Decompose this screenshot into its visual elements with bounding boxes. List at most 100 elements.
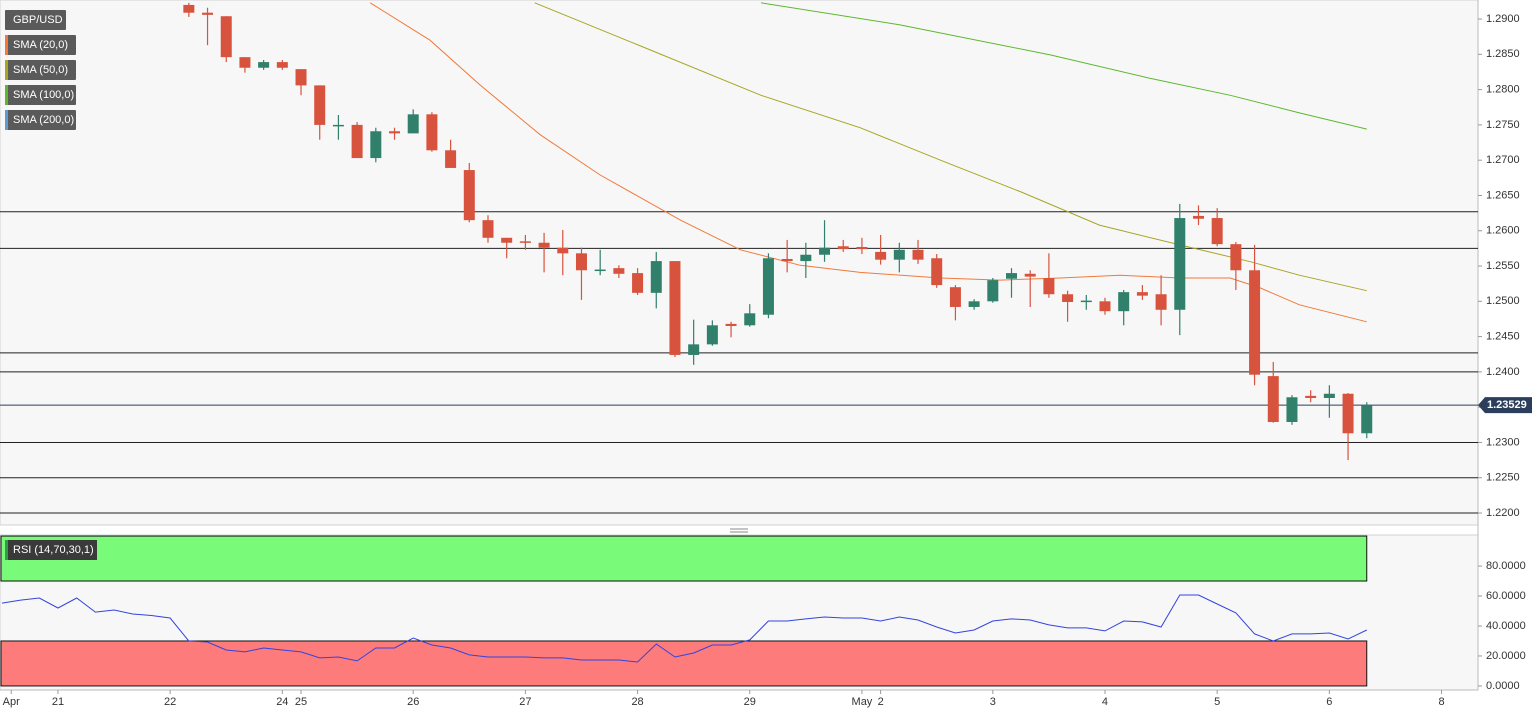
candle-body <box>856 246 868 250</box>
candle-body <box>202 12 214 15</box>
sma-line <box>534 2 1367 292</box>
candle-body <box>1080 300 1092 303</box>
x-tick-label: May <box>852 696 873 708</box>
candle-body <box>314 85 326 125</box>
y-tick-label: 1.2500 <box>1486 295 1520 307</box>
candle-body <box>370 131 382 159</box>
candle-body <box>1361 405 1373 434</box>
candle-body <box>800 254 812 262</box>
sma-line <box>760 2 1367 130</box>
legend-box <box>5 35 76 55</box>
candle-body <box>519 241 531 243</box>
legend-swatch <box>5 60 8 80</box>
candle-body <box>688 344 700 355</box>
candle-body <box>220 16 232 58</box>
candle-body <box>538 242 550 248</box>
candle-body <box>351 124 363 159</box>
legend-swatch <box>5 35 8 55</box>
plot <box>0 2 1478 514</box>
candle-body <box>445 150 457 168</box>
y-tick-label: 1.2450 <box>1486 330 1520 342</box>
candle-body <box>482 220 494 238</box>
candle-body <box>1024 273 1036 277</box>
candle-body <box>893 249 905 260</box>
legend-box <box>5 60 76 80</box>
y-tick-label: 1.2400 <box>1486 366 1520 378</box>
last-price-tag <box>1478 397 1532 414</box>
legend-box <box>5 540 97 560</box>
legend-label: SMA (50,0) <box>13 64 68 76</box>
candle-body <box>725 323 737 327</box>
candle-body <box>1249 270 1261 375</box>
candle-body <box>276 62 288 68</box>
candle-body <box>1043 278 1055 295</box>
candle-body <box>1174 218 1186 310</box>
candle-body <box>575 253 587 271</box>
legend-label: SMA (100,0) <box>13 89 74 101</box>
candle-body <box>781 258 793 262</box>
candle-body <box>1230 244 1242 271</box>
legend-label: SMA (20,0) <box>13 39 68 51</box>
x-tick-label: 28 <box>631 696 643 708</box>
candle-body <box>426 114 438 151</box>
candle-body <box>931 258 943 286</box>
legend-label: GBP/USD <box>13 14 63 26</box>
y-tick-label: 1.2550 <box>1486 260 1520 272</box>
candle-body <box>613 268 625 274</box>
last-price-label: 1.23529 <box>1487 399 1527 411</box>
rsi-zone <box>0 640 1368 687</box>
x-tick-label: Apr <box>3 696 20 708</box>
candle-body <box>949 287 961 307</box>
x-tick-label: 24 <box>276 696 288 708</box>
legend-label: SMA (200,0) <box>13 114 74 126</box>
candle-body <box>669 261 681 355</box>
y-tick-label: 80.0000 <box>1486 560 1526 572</box>
y-tick-label: 1.2300 <box>1486 436 1520 448</box>
y-tick-label: 1.2700 <box>1486 154 1520 166</box>
candle-body <box>463 170 475 221</box>
x-tick-label: 27 <box>519 696 531 708</box>
candle-body <box>1099 301 1111 312</box>
legend-label: RSI (14,70,30,1) <box>13 544 94 556</box>
candle-body <box>1286 397 1298 422</box>
candle-body <box>1136 292 1148 296</box>
price-pane <box>0 0 1479 526</box>
candle-body <box>594 269 606 272</box>
candle-body <box>557 247 569 254</box>
candle-body <box>1192 215 1204 219</box>
candle-body <box>987 280 999 302</box>
candle-body <box>1118 292 1130 312</box>
legend-box <box>5 85 76 105</box>
candle-body <box>1155 294 1167 310</box>
candle-body <box>744 313 756 326</box>
candle-body <box>1323 393 1335 398</box>
x-tick-label: 29 <box>744 696 756 708</box>
y-tick-label: 1.2750 <box>1486 119 1520 131</box>
rsi-line <box>1 594 1368 663</box>
x-tick-label: 6 <box>1326 696 1332 708</box>
x-tick-label: 5 <box>1214 696 1220 708</box>
candle-body <box>295 69 307 86</box>
rsi-zone <box>0 535 1368 582</box>
legend-swatch <box>5 110 8 130</box>
candle-body <box>1267 376 1279 422</box>
candle-body <box>912 249 924 260</box>
candle-body <box>650 261 662 293</box>
candle-body <box>875 251 887 260</box>
y-tick-label: 1.2200 <box>1486 507 1520 519</box>
legend-swatch <box>5 85 8 105</box>
candle-body <box>258 62 270 68</box>
candle-body <box>332 124 344 127</box>
legend-swatch <box>5 540 8 560</box>
pane-handle[interactable] <box>730 528 748 533</box>
x-tick-label: 2 <box>878 696 884 708</box>
x-tick-label: 8 <box>1438 696 1444 708</box>
candle-body <box>1062 294 1074 303</box>
y-tick-label: 60.0000 <box>1486 590 1526 602</box>
legend-box <box>5 110 76 130</box>
legend-box <box>5 10 66 30</box>
candle-body <box>837 246 849 250</box>
y-tick-label: 40.0000 <box>1486 620 1526 632</box>
candle-body <box>1305 395 1317 398</box>
